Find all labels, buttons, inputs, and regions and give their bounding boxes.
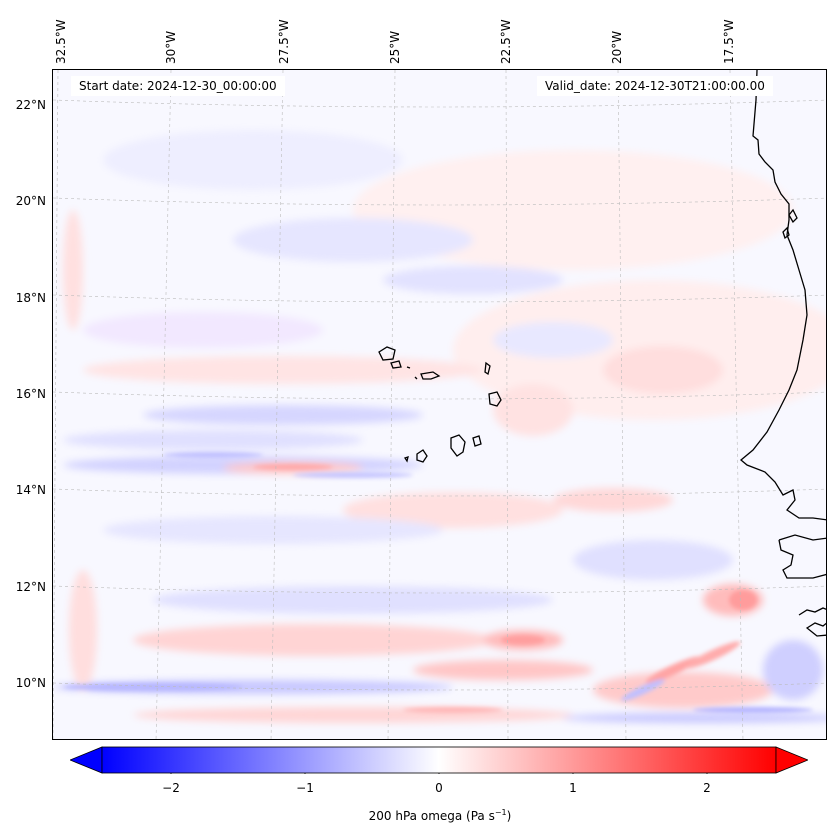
colorbar-tick-label: 2: [703, 781, 711, 795]
start-date-label: Start date: 2024-12-30_00:00:00: [71, 76, 285, 96]
lon-label-17-5w: 17.5°W: [722, 19, 736, 64]
colorbar-tick-label: −1: [296, 781, 314, 795]
colorbar-extend-min: [70, 746, 103, 774]
lon-label-32-5w: 32.5°W: [54, 19, 68, 64]
lon-label-27-5w: 27.5°W: [277, 19, 291, 64]
lon-label-25w: 25°W: [388, 30, 402, 64]
colorbar-tick-label: 1: [569, 781, 577, 795]
colorbar-tick-label: 0: [435, 781, 443, 795]
lon-label-30w: 30°W: [164, 30, 178, 64]
lon-label-20w: 20°W: [610, 30, 624, 64]
graticule: [53, 70, 826, 739]
colorbar-tick-label: −2: [162, 781, 180, 795]
lat-label-10n: 10°N: [15, 676, 46, 690]
colorbar-extend-max: [775, 746, 808, 774]
colorbar-gradient: [101, 746, 777, 774]
lat-label-18n: 18°N: [15, 291, 46, 305]
lat-label-20n: 20°N: [15, 194, 46, 208]
lat-label-16n: 16°N: [15, 387, 46, 401]
omega-field-map: [53, 70, 826, 739]
omega-contours: [53, 70, 826, 739]
lon-label-22-5w: 22.5°W: [499, 19, 513, 64]
map-panel: [52, 69, 827, 740]
lat-label-14n: 14°N: [15, 483, 46, 497]
colorbar-title: 200 hPa omega (Pa s−1): [368, 808, 512, 823]
colorbar: [70, 746, 808, 774]
lat-label-22n: 22°N: [15, 98, 46, 112]
lat-label-12n: 12°N: [15, 580, 46, 594]
cape-verde-islands: [378, 346, 502, 463]
valid-date-label: Valid_date: 2024-12-30T21:00:00.00: [537, 76, 773, 96]
coastline: [739, 70, 826, 637]
